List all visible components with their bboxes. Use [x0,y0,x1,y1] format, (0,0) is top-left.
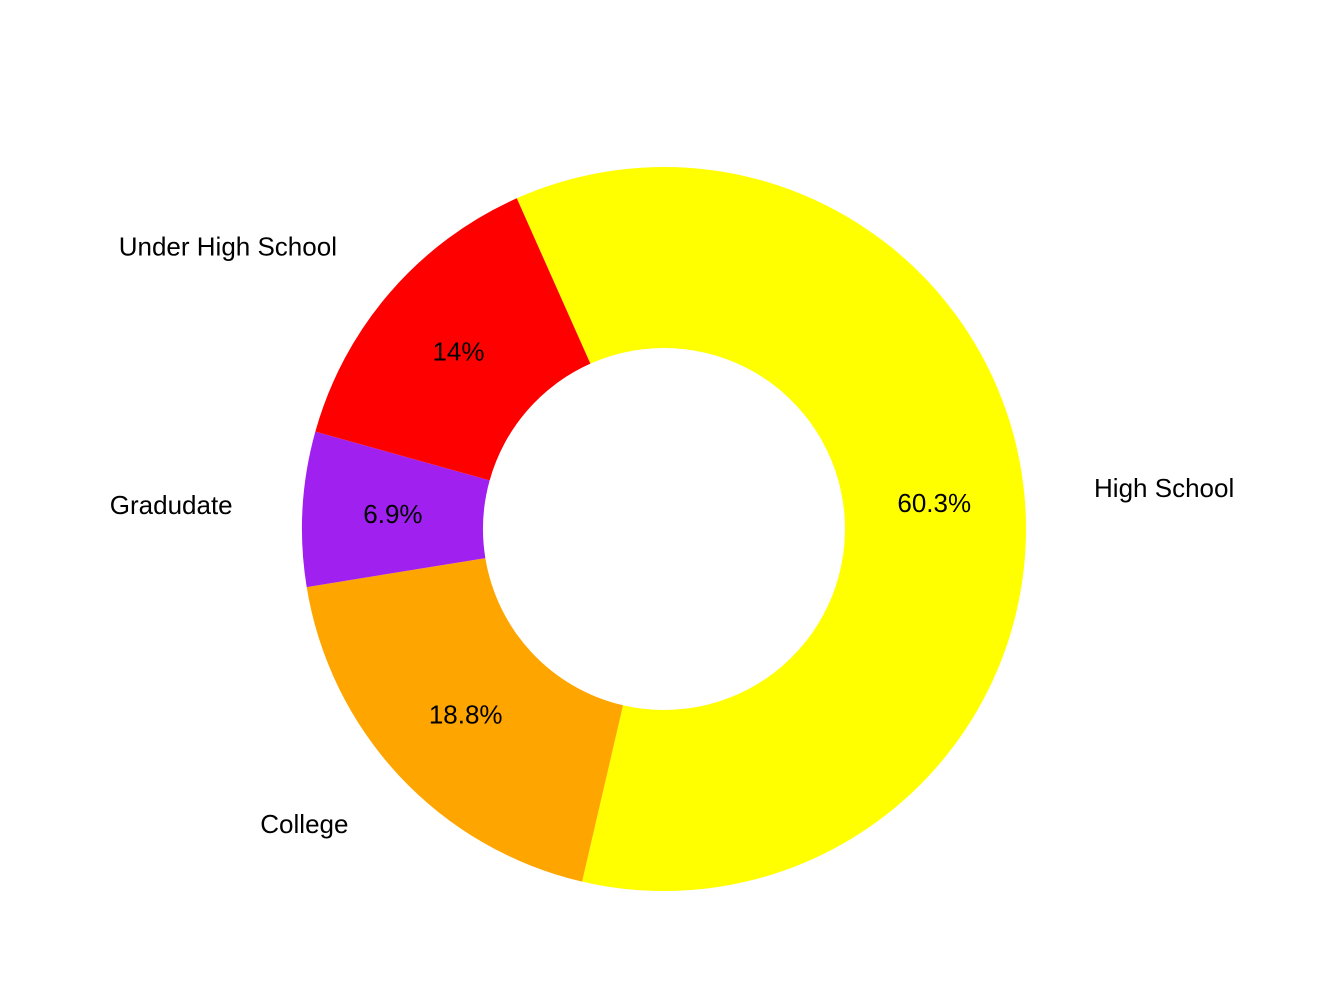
category-label-college: College [260,809,348,839]
donut-slices [302,167,1026,891]
category-label-gradudate: Gradudate [110,490,233,520]
category-label-under-high-school: Under High School [119,232,337,262]
percent-label-under-high-school: 14% [432,337,484,367]
percent-label-college: 18.8% [429,699,503,729]
slice-gradudate [302,431,490,588]
slice-under-high-school [315,198,591,481]
category-labels: High School College Gradudate Under High Sc… [110,232,1234,839]
percent-label-gradudate: 6.9% [363,499,422,529]
percent-label-high-school: 60.3% [897,488,971,518]
slice-high-school [516,167,1026,891]
slice-college [306,558,624,882]
category-label-high-school: High School [1094,473,1234,503]
percent-labels: 60.3% 18.8% 6.9% 14% [363,337,971,730]
